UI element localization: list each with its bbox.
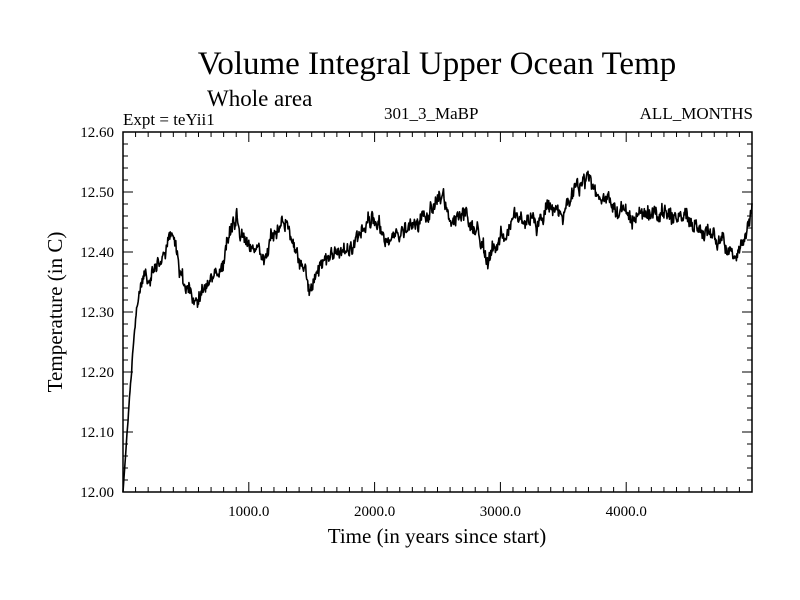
chart-title: Volume Integral Upper Ocean Temp	[197, 46, 677, 82]
run-label: 301_3_MaBP	[384, 104, 479, 123]
chart-subtitle: Whole area	[207, 86, 313, 111]
x-axis-title: Time (in years since start)	[328, 524, 547, 548]
y-axis-title: Temperature (in C)	[43, 232, 67, 393]
y-tick-label: 12.00	[80, 485, 114, 501]
y-tick-label: 12.20	[80, 365, 114, 381]
period-label: ALL_MONTHS	[639, 104, 753, 123]
y-tick-label: 12.60	[80, 125, 114, 141]
y-tick-label: 12.30	[80, 305, 114, 321]
x-tick-label: 2000.0	[354, 504, 395, 520]
y-tick-label: 12.50	[80, 185, 114, 201]
y-tick-label: 12.10	[80, 425, 114, 441]
x-tick-label: 4000.0	[606, 504, 647, 520]
y-tick-label: 12.40	[80, 245, 114, 261]
x-tick-label: 1000.0	[228, 504, 269, 520]
series-line	[122, 170, 753, 493]
plot-frame	[122, 131, 753, 493]
experiment-label: Expt = teYii1	[123, 110, 215, 129]
x-tick-label: 3000.0	[480, 504, 521, 520]
